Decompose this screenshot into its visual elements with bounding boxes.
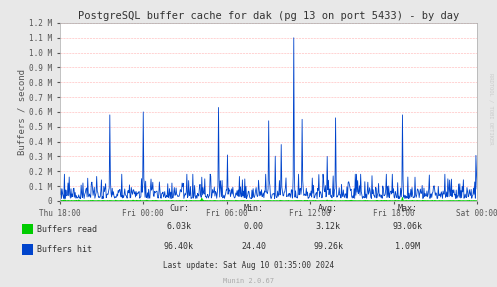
Y-axis label: Buffers / second: Buffers / second <box>17 69 26 155</box>
Text: 96.40k: 96.40k <box>164 242 194 251</box>
Text: Avg:: Avg: <box>318 204 338 213</box>
Text: 93.06k: 93.06k <box>393 222 422 231</box>
Text: Buffers hit: Buffers hit <box>37 245 92 254</box>
Text: Buffers read: Buffers read <box>37 224 97 234</box>
Text: 0.00: 0.00 <box>244 222 263 231</box>
Text: 24.40: 24.40 <box>241 242 266 251</box>
Text: Last update: Sat Aug 10 01:35:00 2024: Last update: Sat Aug 10 01:35:00 2024 <box>163 261 334 270</box>
Title: PostgreSQL buffer cache for dak (pg 13 on port 5433) - by day: PostgreSQL buffer cache for dak (pg 13 o… <box>78 11 459 21</box>
Text: 3.12k: 3.12k <box>316 222 340 231</box>
Text: Cur:: Cur: <box>169 204 189 213</box>
Text: RRDTOOL / TOBI OETIKER: RRDTOOL / TOBI OETIKER <box>488 73 493 145</box>
Text: 99.26k: 99.26k <box>313 242 343 251</box>
Text: Min:: Min: <box>244 204 263 213</box>
Text: 6.03k: 6.03k <box>166 222 191 231</box>
Text: Munin 2.0.67: Munin 2.0.67 <box>223 278 274 284</box>
Text: 1.09M: 1.09M <box>395 242 420 251</box>
Text: Max:: Max: <box>398 204 417 213</box>
